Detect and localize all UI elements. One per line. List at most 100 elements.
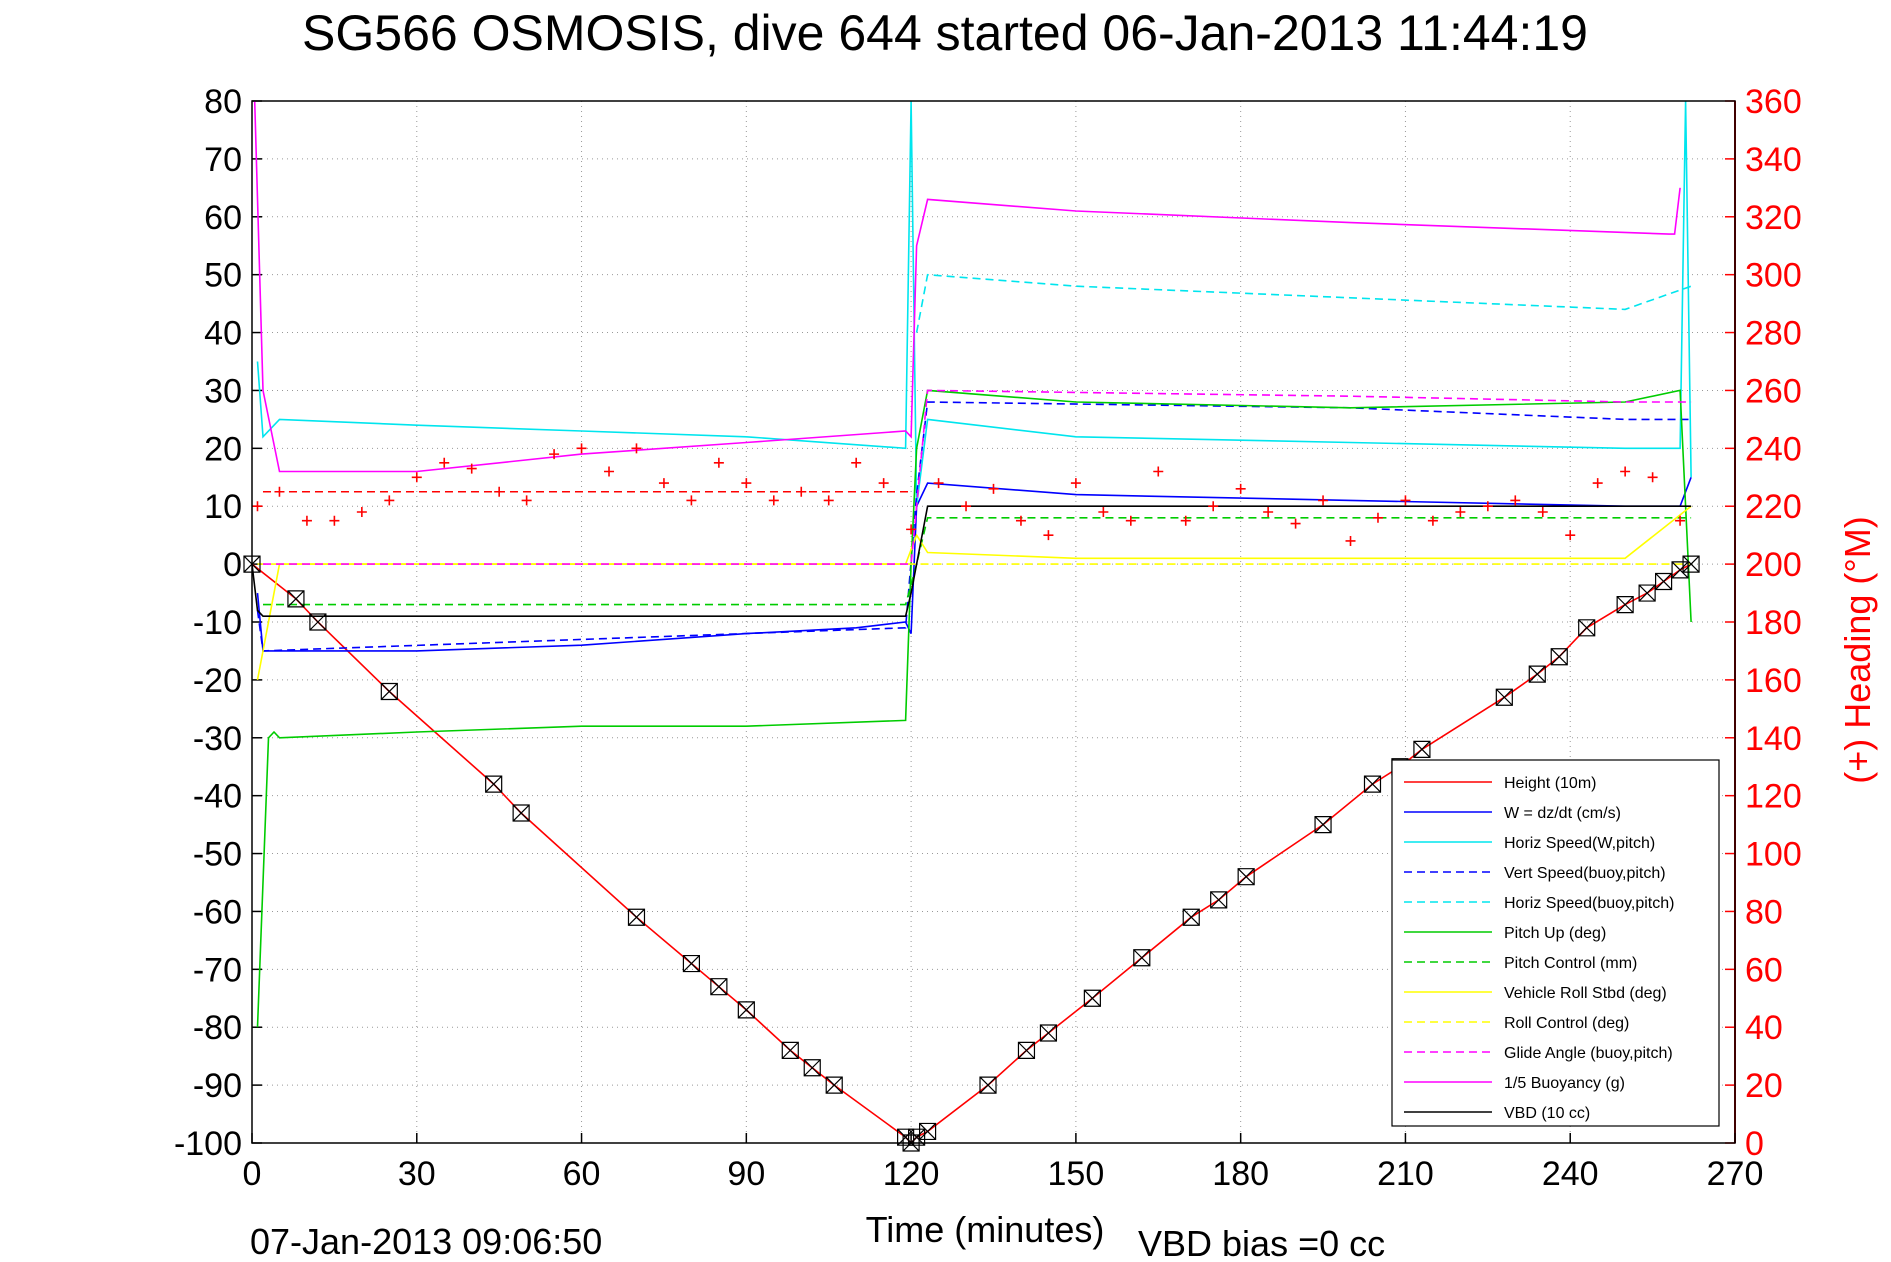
- y-tick-label: 60: [204, 199, 242, 237]
- height-marker: [1237, 868, 1255, 886]
- height-marker: [1616, 596, 1634, 614]
- heading-point: [1620, 466, 1631, 477]
- heading-series: [252, 443, 1686, 546]
- y-tick-label: 20: [204, 430, 242, 468]
- height-markers: [243, 555, 1700, 1152]
- footer-vbd-bias: VBD bias =0 cc: [1138, 1223, 1385, 1262]
- y-right-tick-label: 300: [1745, 257, 1802, 295]
- series-line: [256, 389, 1692, 1028]
- y-tick-label: 0: [223, 546, 242, 584]
- heading-point: [1647, 472, 1658, 483]
- heading-point: [988, 483, 999, 494]
- y-right-tick-label: 320: [1745, 199, 1802, 237]
- y-right-tick-label: 200: [1745, 546, 1802, 584]
- x-tick-label: 120: [883, 1155, 940, 1193]
- heading-point: [604, 466, 615, 477]
- heading-point: [549, 449, 560, 460]
- legend-label: W = dz/dt (cm/s): [1504, 805, 1621, 822]
- height-marker: [1413, 740, 1431, 758]
- x-tick-label: 30: [398, 1155, 436, 1193]
- heading-point: [1537, 507, 1548, 518]
- legend-label: Horiz Speed(W,pitch): [1504, 835, 1655, 852]
- plot-frame: [251, 100, 1736, 1144]
- height-marker: [287, 590, 305, 608]
- heading-point: [274, 486, 285, 497]
- height-marker: [1039, 1024, 1058, 1042]
- height-marker: [918, 1122, 937, 1141]
- heading-point: [1427, 515, 1438, 526]
- height-marker: [781, 1041, 799, 1059]
- y-axis-right-label: (+) Heading (°M): [1837, 516, 1878, 783]
- y-right-tick-label: 180: [1745, 604, 1802, 642]
- heading-point: [1290, 518, 1301, 529]
- heading-point: [1153, 466, 1164, 477]
- y-tick-label: 10: [204, 488, 242, 526]
- heading-point: [1510, 495, 1521, 506]
- x-tick-label: 150: [1048, 1155, 1105, 1193]
- height-marker: [1578, 619, 1596, 637]
- series-line: [256, 101, 1692, 507]
- height-marker: [1133, 949, 1151, 967]
- y-right-tick-label: 280: [1745, 315, 1802, 353]
- heading-point: [713, 457, 724, 468]
- y-tick-label: -60: [193, 893, 242, 931]
- legend-label: Roll Control (deg): [1504, 1015, 1629, 1032]
- legend-label: Pitch Control (mm): [1504, 955, 1637, 972]
- height-marker: [1314, 816, 1332, 834]
- heading-point: [933, 478, 944, 489]
- series-line: [253, 101, 1681, 473]
- y-tick-label: -30: [193, 720, 242, 758]
- heading-point: [494, 486, 505, 497]
- heading-point: [961, 501, 972, 512]
- y-tick-label: 50: [204, 257, 242, 295]
- heading-point: [823, 495, 834, 506]
- height-marker: [512, 804, 530, 822]
- heading-point: [1208, 501, 1219, 512]
- height-marker: [1182, 908, 1200, 926]
- heading-point: [906, 524, 917, 535]
- heading-point: [1400, 495, 1411, 506]
- y-tick-label: -40: [193, 778, 242, 816]
- heading-point: [768, 495, 779, 506]
- x-tick-label: 0: [243, 1155, 262, 1193]
- height-marker: [979, 1076, 997, 1094]
- height-marker: [1550, 648, 1568, 666]
- heading-point: [329, 515, 340, 526]
- legend-label: Glide Angle (buoy,pitch): [1504, 1045, 1673, 1062]
- footer-date: 07-Jan-2013 09:06:50: [250, 1221, 602, 1262]
- chart-title: SG566 OSMOSIS, dive 644 started 06-Jan-2…: [302, 5, 1588, 61]
- height-marker: [627, 908, 646, 926]
- heading-point: [356, 507, 367, 518]
- heading-point: [252, 501, 263, 512]
- height-marker: [803, 1059, 821, 1077]
- heading-point: [1345, 535, 1356, 546]
- legend-label: Pitch Up (deg): [1504, 925, 1606, 942]
- y-tick-label: -50: [193, 836, 242, 874]
- heading-point: [631, 443, 642, 454]
- heading-point: [1043, 530, 1054, 541]
- height-marker: [380, 682, 398, 701]
- x-tick-label: 60: [563, 1155, 601, 1193]
- legend-label: Horiz Speed(buoy,pitch): [1504, 895, 1674, 912]
- y-tick-label: 40: [204, 315, 242, 353]
- heading-point: [466, 463, 477, 474]
- heading-point: [384, 495, 395, 506]
- legend-label: VBD (10 cc): [1504, 1105, 1590, 1122]
- x-tick-label: 240: [1542, 1155, 1599, 1193]
- height-marker: [1495, 688, 1513, 706]
- height-marker: [1638, 584, 1656, 602]
- y-axis-right: 3603403203002802602402202001801601401201…: [1725, 83, 1802, 1163]
- legend-box: [1391, 759, 1720, 1127]
- y-tick-label: -20: [193, 662, 242, 700]
- y-right-tick-label: 260: [1745, 372, 1802, 410]
- x-axis-label: Time (minutes): [866, 1209, 1105, 1250]
- height-marker: [737, 1001, 755, 1019]
- height-marker: [1083, 989, 1101, 1007]
- legend-label: Height (10m): [1504, 775, 1596, 792]
- legend: Height (10m) W = dz/dt (cm/s) Horiz Speed(…: [1391, 759, 1720, 1127]
- height-marker: [682, 954, 701, 973]
- x-tick-label: 210: [1377, 1155, 1434, 1193]
- y-tick-label: -10: [193, 604, 242, 642]
- height-marker: [485, 775, 503, 793]
